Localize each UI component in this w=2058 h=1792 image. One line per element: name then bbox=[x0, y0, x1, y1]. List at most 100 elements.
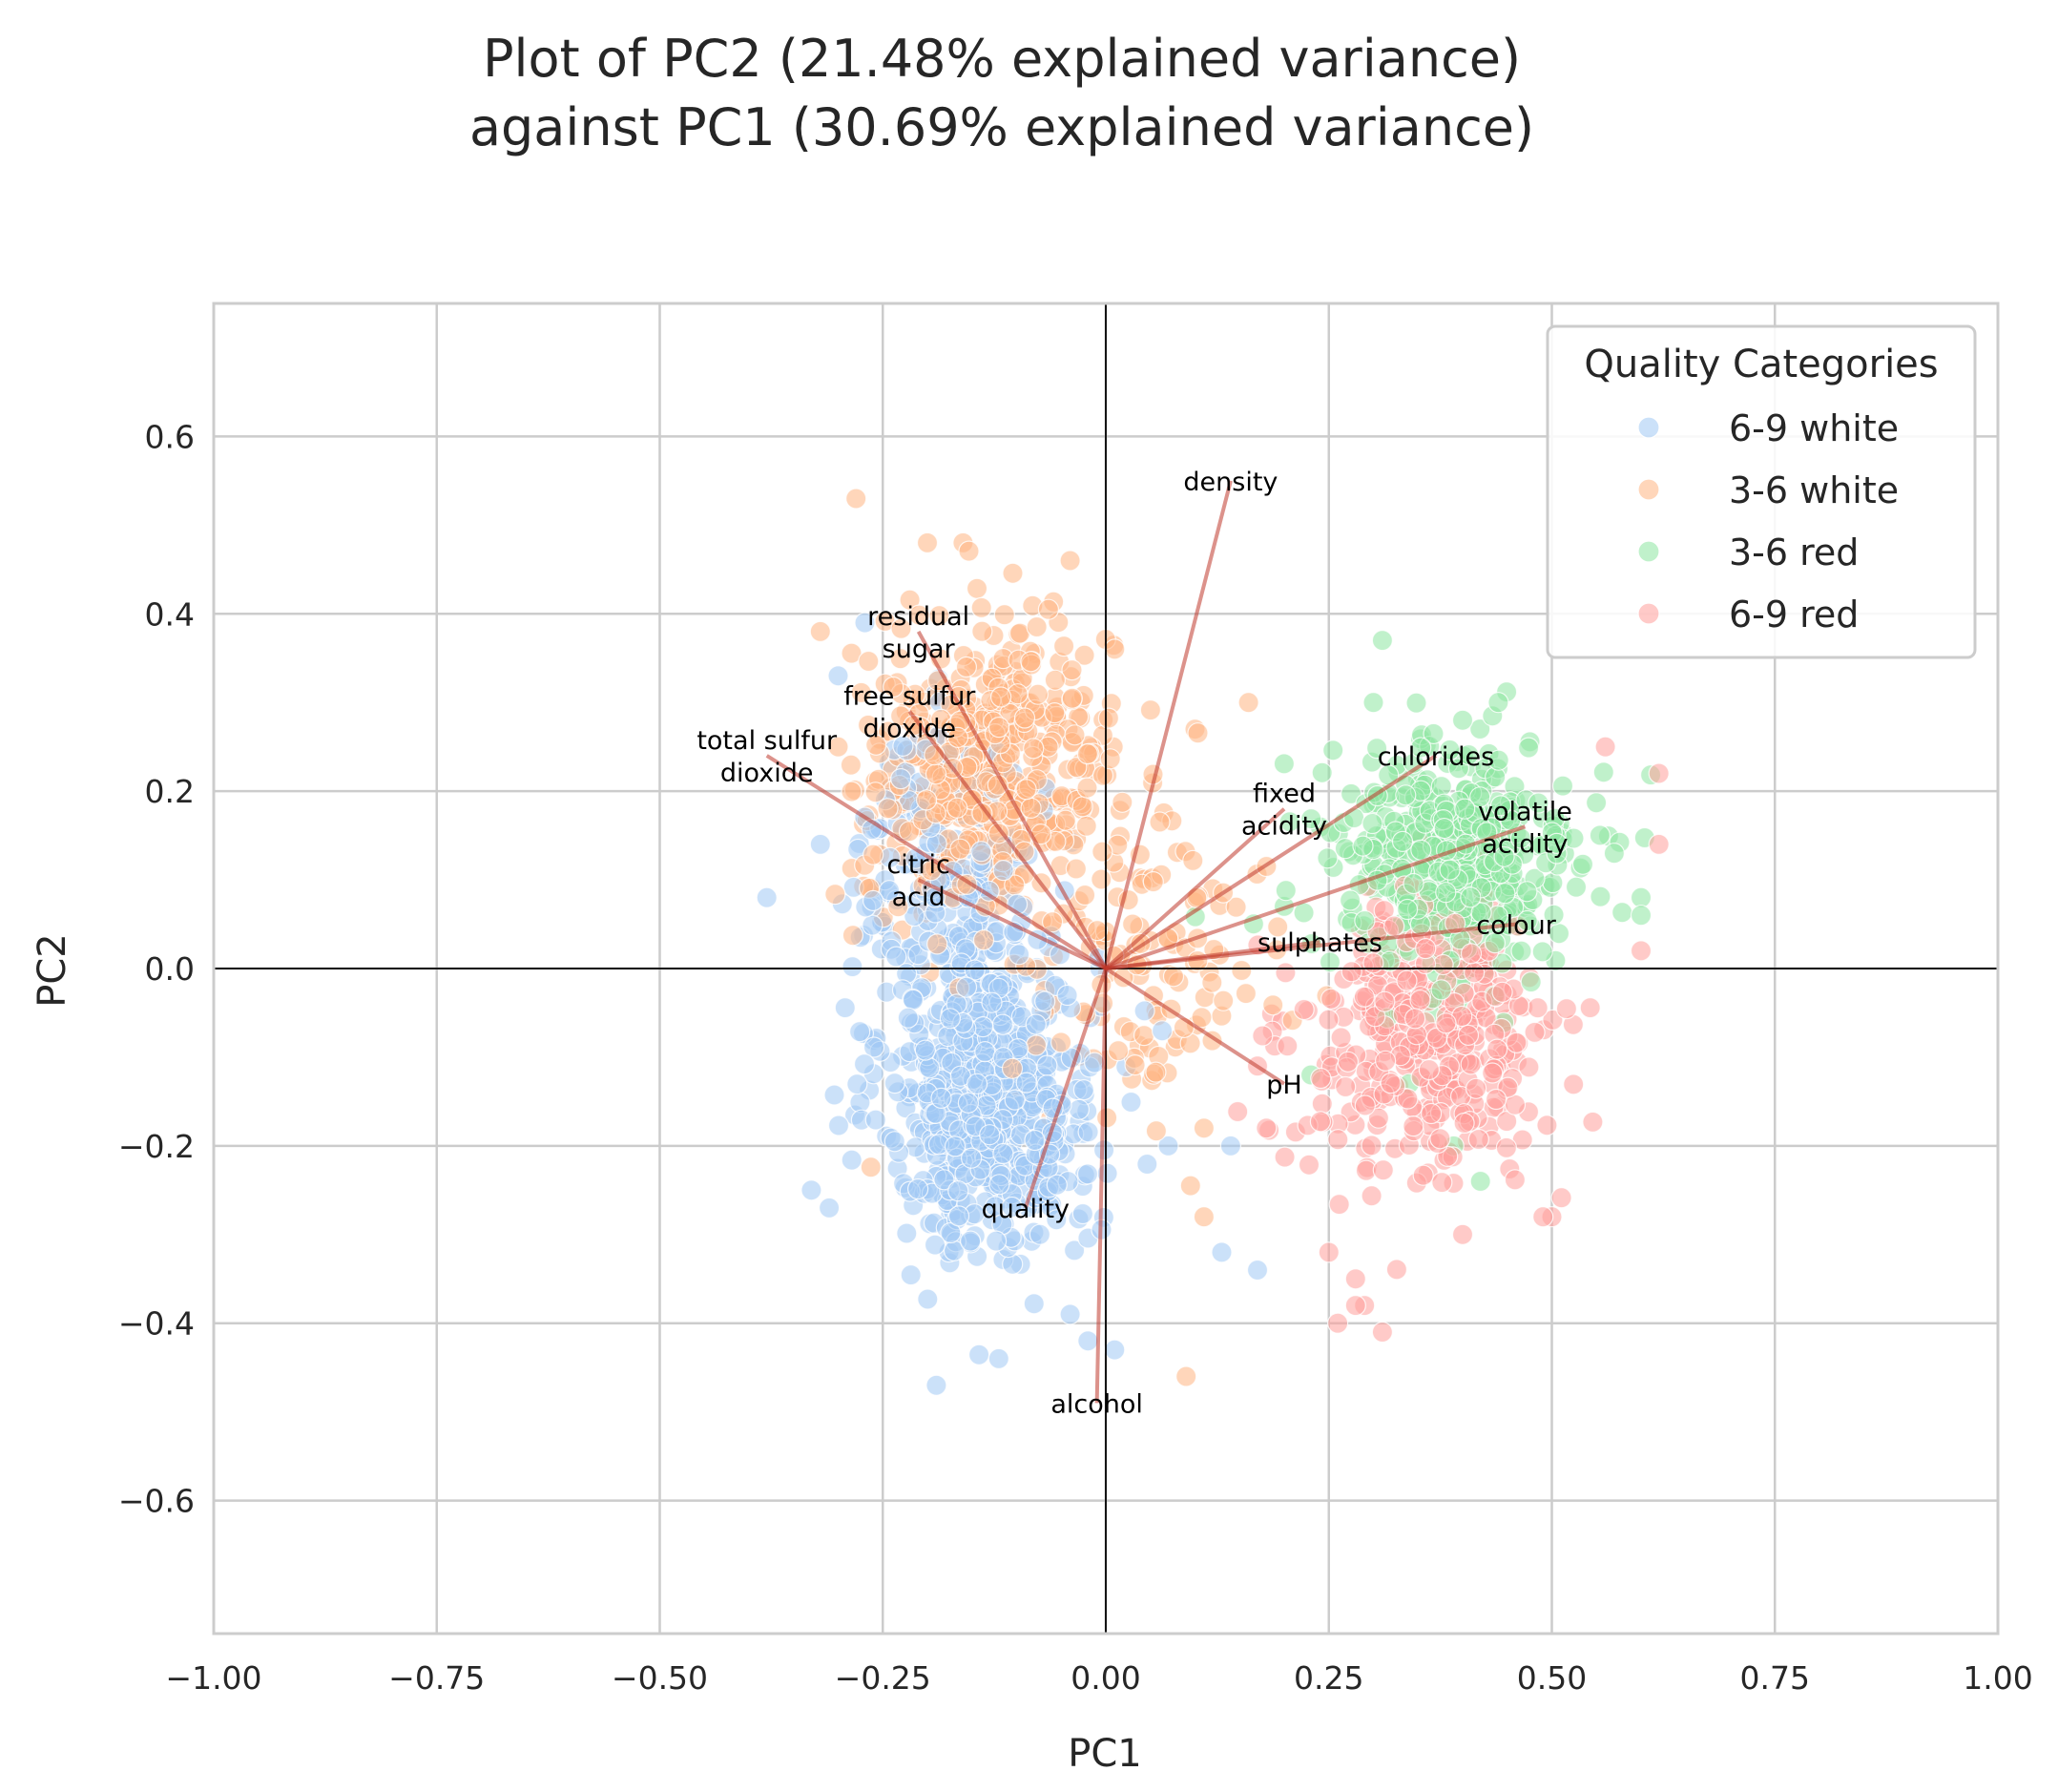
data-point-6-9-red bbox=[1344, 1294, 1366, 1317]
data-point-6-9-red bbox=[1320, 988, 1342, 1010]
y-tick-label: 0.4 bbox=[145, 595, 195, 633]
data-point-6-9-white bbox=[818, 1197, 841, 1219]
data-point-6-9-red bbox=[1367, 1107, 1390, 1129]
data-point-6-9-red bbox=[1309, 1111, 1332, 1133]
data-point-3-6-white bbox=[1124, 1053, 1146, 1076]
loading-label-total-sulfur-dioxide: dioxide bbox=[720, 759, 814, 788]
data-point-6-9-white bbox=[1068, 1098, 1091, 1120]
data-point-3-6-red bbox=[1405, 692, 1427, 714]
data-point-3-6-red bbox=[1340, 782, 1362, 805]
data-point-3-6-red bbox=[1590, 886, 1611, 907]
chart-title-line-1: Plot of PC2 (21.48% explained variance) bbox=[483, 29, 1521, 89]
data-point-6-9-white bbox=[967, 1344, 990, 1365]
data-point-3-6-red bbox=[1630, 886, 1653, 908]
loading-label-fixed-acidity: fixed bbox=[1253, 780, 1316, 809]
data-point-3-6-white bbox=[850, 681, 872, 704]
data-point-3-6-red bbox=[1311, 761, 1333, 783]
data-point-3-6-white bbox=[916, 531, 939, 554]
data-point-3-6-red bbox=[1396, 898, 1419, 921]
data-point-6-9-red bbox=[1330, 1027, 1352, 1049]
data-point-3-6-white bbox=[865, 734, 887, 756]
data-point-3-6-white bbox=[915, 789, 938, 811]
data-point-3-6-white bbox=[946, 797, 968, 819]
legend-entry-label: 6-9 white bbox=[1729, 407, 1899, 449]
data-point-3-6-white bbox=[1145, 1061, 1167, 1083]
data-point-3-6-white bbox=[1071, 796, 1093, 818]
legend: Quality Categories 6-9 white 3-6 white 3-6… bbox=[1546, 324, 1977, 659]
data-point-6-9-white bbox=[947, 1205, 970, 1227]
data-point-3-6-white bbox=[993, 604, 1015, 626]
data-point-3-6-red bbox=[1430, 979, 1452, 1001]
data-point-6-9-red bbox=[1432, 953, 1454, 976]
data-point-3-6-red bbox=[1493, 845, 1515, 867]
data-point-3-6-white bbox=[1091, 868, 1112, 890]
data-point-3-6-white bbox=[1139, 698, 1162, 721]
data-point-3-6-white bbox=[840, 754, 863, 776]
data-point-6-9-white bbox=[896, 1222, 918, 1244]
data-point-6-9-red bbox=[1563, 1073, 1585, 1095]
data-point-3-6-white bbox=[827, 736, 849, 758]
data-point-3-6-white bbox=[809, 620, 831, 643]
y-axis-ticks: 0.6 0.4 0.2 0.0 −0.2 −0.4 −0.6 bbox=[118, 418, 195, 1519]
data-point-6-9-red bbox=[1457, 1024, 1480, 1047]
loading-arrow-alcohol bbox=[1094, 968, 1108, 1404]
loading-arrow-chlorides bbox=[1104, 754, 1438, 970]
data-point-6-9-white bbox=[906, 1177, 929, 1200]
data-point-6-9-red bbox=[1335, 1075, 1357, 1098]
data-point-6-9-red bbox=[1277, 1035, 1299, 1057]
data-point-6-9-red bbox=[1491, 981, 1513, 1003]
data-point-3-6-red bbox=[1494, 883, 1516, 905]
data-point-6-9-red bbox=[1374, 1050, 1397, 1072]
loading-arrow-residual-sugar bbox=[916, 630, 1108, 969]
data-point-6-9-red bbox=[1318, 1009, 1340, 1031]
data-point-6-9-white bbox=[955, 976, 978, 998]
data-point-6-9-red bbox=[1361, 1185, 1382, 1207]
data-point-6-9-white bbox=[1046, 1174, 1068, 1196]
data-point-6-9-white bbox=[1120, 1091, 1142, 1114]
data-point-6-9-white bbox=[933, 1169, 955, 1191]
data-point-6-9-white bbox=[1024, 1129, 1046, 1152]
data-point-3-6-white bbox=[971, 620, 993, 642]
data-point-6-9-red bbox=[1275, 962, 1297, 984]
data-point-3-6-white bbox=[1231, 959, 1253, 982]
plot-border bbox=[212, 302, 2000, 1636]
data-point-6-9-white bbox=[1034, 990, 1056, 1012]
data-point-3-6-red bbox=[1391, 830, 1414, 853]
data-point-6-9-white bbox=[827, 1115, 850, 1136]
data-point-6-9-white bbox=[885, 946, 907, 968]
data-point-3-6-white bbox=[824, 883, 846, 906]
data-point-6-9-white bbox=[974, 1040, 996, 1063]
data-point-6-9-red bbox=[1550, 1187, 1572, 1209]
data-point-6-9-white bbox=[924, 1234, 946, 1256]
y-tick-label: 0.2 bbox=[145, 773, 195, 810]
data-point-6-9-white bbox=[1083, 1052, 1106, 1073]
data-point-6-9-red bbox=[1252, 1025, 1274, 1047]
data-point-3-6-white bbox=[1073, 884, 1096, 906]
data-point-3-6-white bbox=[1037, 598, 1060, 620]
data-point-3-6-white bbox=[1023, 738, 1045, 760]
loading-arrow-fixed-acidity bbox=[1104, 807, 1286, 970]
data-point-6-9-red bbox=[1374, 990, 1396, 1012]
data-point-3-6-red bbox=[1273, 753, 1296, 775]
data-point-3-6-white bbox=[1112, 791, 1133, 813]
y-tick-label: 0.6 bbox=[145, 418, 195, 455]
data-point-3-6-white bbox=[1061, 687, 1083, 709]
legend-marker bbox=[1637, 540, 1660, 563]
data-point-6-9-red bbox=[1409, 990, 1431, 1011]
data-point-6-9-red bbox=[1524, 1021, 1546, 1044]
plot-frame bbox=[212, 302, 2000, 1636]
data-point-3-6-red bbox=[1423, 722, 1445, 745]
data-point-3-6-red bbox=[1469, 1170, 1491, 1193]
loading-label-residual-sugar: sugar bbox=[883, 635, 956, 664]
data-point-3-6-white bbox=[1107, 1039, 1130, 1062]
data-point-3-6-red bbox=[1460, 886, 1482, 908]
data-point-3-6-white bbox=[1149, 811, 1171, 833]
data-point-6-9-white bbox=[1001, 1196, 1023, 1219]
data-point-6-9-red bbox=[1482, 1062, 1504, 1084]
data-point-3-6-white bbox=[1064, 724, 1086, 746]
data-point-3-6-white bbox=[1097, 707, 1120, 729]
data-point-3-6-white bbox=[1145, 1120, 1168, 1142]
data-point-3-6-white bbox=[1237, 692, 1259, 714]
data-point-6-9-white bbox=[883, 1131, 905, 1153]
data-point-6-9-red bbox=[1415, 937, 1437, 960]
